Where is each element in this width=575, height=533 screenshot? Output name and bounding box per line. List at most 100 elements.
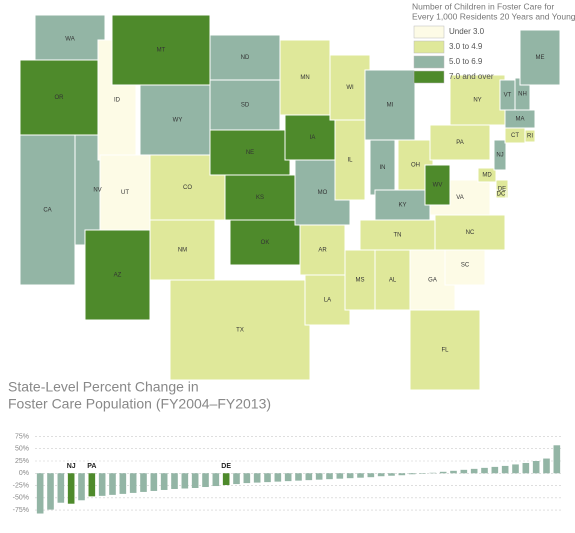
bar xyxy=(295,473,302,481)
state-label: NH xyxy=(518,92,527,98)
bar xyxy=(243,473,251,484)
state xyxy=(229,219,301,266)
state xyxy=(279,39,331,116)
legend-title: Number of Children in Foster Care for xyxy=(412,1,554,11)
state xyxy=(409,309,481,391)
state-label: TN xyxy=(394,233,402,239)
bar xyxy=(522,462,530,474)
state xyxy=(111,14,211,86)
legend-label: 7.0 and over xyxy=(449,72,494,81)
y-tick-label: 75% xyxy=(15,433,29,440)
bar xyxy=(450,470,457,474)
state-label: OH xyxy=(411,163,420,169)
state xyxy=(19,134,76,286)
state xyxy=(519,29,561,86)
state xyxy=(304,274,351,326)
bar xyxy=(233,473,240,485)
state-label: VT xyxy=(504,93,512,99)
legend-swatch xyxy=(413,25,445,39)
bar xyxy=(408,473,416,475)
legend-title: Every 1,000 Residents 20 Years and Young… xyxy=(412,11,575,21)
bar xyxy=(253,473,261,483)
bar xyxy=(326,473,333,480)
state-label: NE xyxy=(246,150,254,156)
bar xyxy=(388,473,395,476)
state-label: UT xyxy=(121,190,129,196)
state xyxy=(149,219,216,281)
bar xyxy=(212,473,220,487)
bar xyxy=(398,473,406,476)
state xyxy=(169,279,311,381)
state-label: OK xyxy=(261,240,270,246)
state xyxy=(209,34,281,81)
x-tick-label: PA xyxy=(87,463,96,470)
bar xyxy=(98,473,106,496)
state xyxy=(99,154,151,231)
state-label: ND xyxy=(241,55,250,61)
bar xyxy=(67,473,75,504)
bar xyxy=(532,461,540,474)
bar xyxy=(470,468,478,474)
legend-swatch xyxy=(413,55,445,69)
bar xyxy=(47,473,54,510)
state xyxy=(495,189,507,199)
legend-swatch xyxy=(413,40,445,54)
state xyxy=(434,214,506,251)
y-tick-label: -50% xyxy=(13,495,29,502)
state xyxy=(449,74,506,126)
state-label: NM xyxy=(178,248,187,254)
bar xyxy=(160,473,168,490)
state-label: TX xyxy=(236,328,244,334)
chart-title: Foster Care Population (FY2004–FY2013) xyxy=(8,396,271,412)
y-tick-label: -25% xyxy=(13,482,29,489)
bar xyxy=(305,473,313,481)
bar xyxy=(274,473,282,482)
state-label: WA xyxy=(65,37,74,43)
state-label: GA xyxy=(428,278,437,284)
state xyxy=(477,167,497,183)
state-label: IL xyxy=(347,158,353,164)
state-label: MA xyxy=(516,117,525,123)
state-label: KY xyxy=(398,203,406,209)
state-label: MS xyxy=(356,278,365,284)
state xyxy=(284,114,341,161)
bar xyxy=(140,473,147,492)
bar xyxy=(491,466,499,474)
bar xyxy=(78,473,85,501)
state-label: DE xyxy=(498,187,506,193)
state-label: CO xyxy=(183,185,192,191)
bar xyxy=(512,464,519,474)
bar xyxy=(171,473,178,489)
state-label: PA xyxy=(456,140,464,146)
state xyxy=(209,129,291,176)
state-label: AR xyxy=(318,248,327,254)
state-label: LA xyxy=(324,298,331,304)
bar xyxy=(377,473,385,477)
state xyxy=(344,249,376,311)
state-label: FL xyxy=(441,348,449,354)
x-tick-label: DE xyxy=(221,463,231,470)
state-label: WY xyxy=(173,118,183,124)
legend-label: 5.0 to 6.9 xyxy=(449,57,483,66)
bar xyxy=(315,473,323,480)
bar xyxy=(150,473,158,491)
state xyxy=(524,129,536,143)
bar xyxy=(264,473,271,483)
state-label: SC xyxy=(461,263,470,269)
chart-title: State-Level Percent Change in xyxy=(8,379,199,395)
y-tick-label: 50% xyxy=(15,446,29,453)
state-label: MT xyxy=(157,48,166,54)
state xyxy=(34,14,106,64)
legend-swatch xyxy=(413,70,445,84)
state xyxy=(364,69,416,141)
bar xyxy=(357,473,364,478)
state xyxy=(299,224,346,276)
state xyxy=(444,244,486,286)
state xyxy=(493,139,507,171)
bar xyxy=(109,473,116,495)
state-label: CT xyxy=(511,133,519,139)
x-tick-label: NJ xyxy=(67,463,76,470)
state-label: MO xyxy=(318,190,328,196)
y-tick-label: 0% xyxy=(19,470,29,477)
